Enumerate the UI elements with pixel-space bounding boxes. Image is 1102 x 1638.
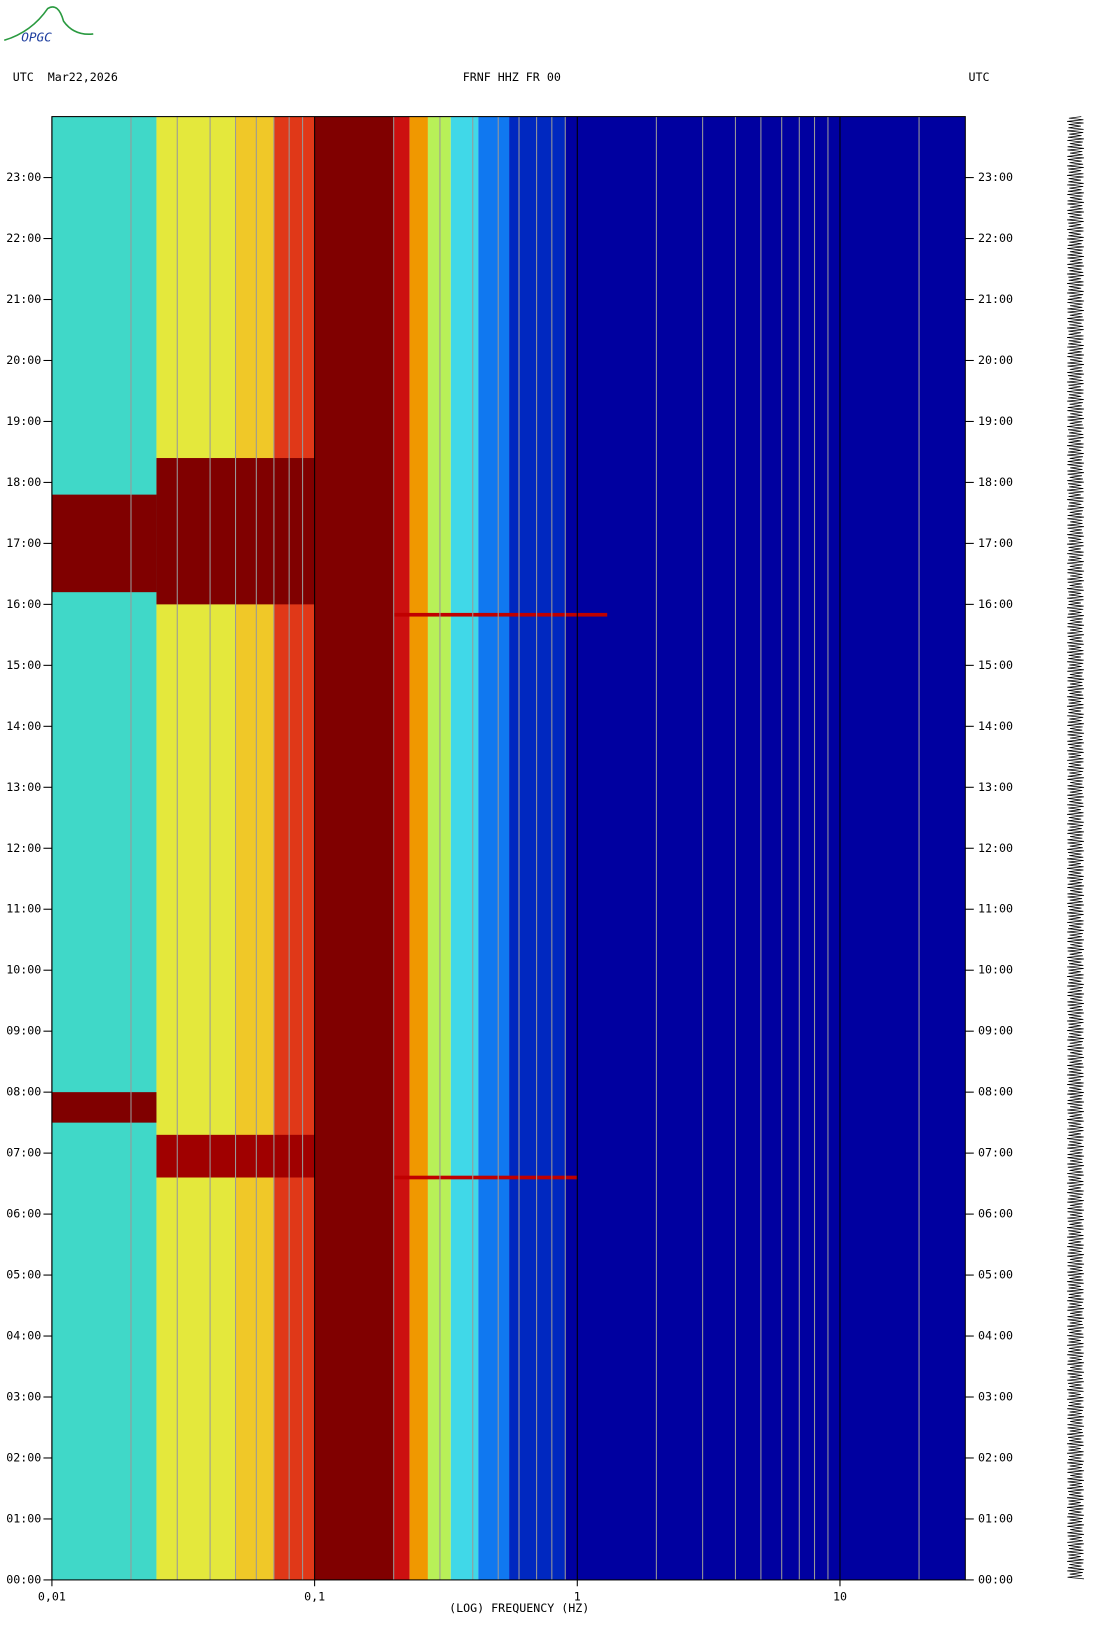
spectral-band xyxy=(235,116,274,1580)
y-tick-label-right: 07:00 xyxy=(978,1146,1013,1160)
y-tick-label-right: 22:00 xyxy=(978,231,1013,245)
seismogram-trace xyxy=(1066,116,1085,1580)
y-tick-label-right: 12:00 xyxy=(978,841,1013,855)
y-tick-label-right: 05:00 xyxy=(978,1268,1013,1282)
spectral-band xyxy=(427,116,451,1580)
right-header: UTC xyxy=(968,70,989,84)
spectral-event xyxy=(51,494,157,593)
spectral-band xyxy=(565,116,966,1580)
plot-frame xyxy=(51,116,966,1581)
y-tick-label-right: 09:00 xyxy=(978,1024,1013,1038)
y-tick-label: 04:00 xyxy=(6,1329,41,1343)
y-tick-label: 16:00 xyxy=(6,597,41,611)
y-tick-label: 18:00 xyxy=(6,475,41,489)
y-tick-label: 17:00 xyxy=(6,536,41,550)
y-tick-label-right: 10:00 xyxy=(978,963,1013,977)
y-tick-label: 05:00 xyxy=(6,1268,41,1282)
chart-title: FRNF HHZ FR 00 xyxy=(463,70,561,84)
y-tick-label-right: 16:00 xyxy=(978,597,1013,611)
y-tick-label: 10:00 xyxy=(6,963,41,977)
x-axis-label: (LOG) FREQUENCY (HZ) xyxy=(449,1601,589,1615)
y-tick-label-right: 02:00 xyxy=(978,1450,1013,1464)
logo: OPGC xyxy=(21,30,52,45)
spectral-band xyxy=(478,116,510,1580)
y-tick-label: 09:00 xyxy=(6,1024,41,1038)
y-tick-label: 22:00 xyxy=(6,231,41,245)
spectral-event xyxy=(51,1092,157,1123)
y-tick-label: 13:00 xyxy=(6,780,41,794)
spectral-band xyxy=(51,116,157,1580)
y-tick-label-right: 04:00 xyxy=(978,1329,1013,1343)
y-tick-label: 14:00 xyxy=(6,719,41,733)
y-tick-label: 12:00 xyxy=(6,841,41,855)
y-tick-label: 19:00 xyxy=(6,414,41,428)
y-tick-label-right: 21:00 xyxy=(978,292,1013,306)
spectral-band xyxy=(273,116,315,1580)
y-tick-label-right: 03:00 xyxy=(978,1390,1013,1404)
x-tick-label: 10 xyxy=(833,1589,847,1603)
y-tick-label: 02:00 xyxy=(6,1450,41,1464)
y-tick-label: 23:00 xyxy=(6,170,41,184)
y-tick-label-right: 13:00 xyxy=(978,780,1013,794)
y-tick-label-right: 17:00 xyxy=(978,536,1013,550)
y-tick-label: 03:00 xyxy=(6,1390,41,1404)
y-tick-label-right: 08:00 xyxy=(978,1085,1013,1099)
y-tick-label: 07:00 xyxy=(6,1146,41,1160)
y-tick-label-right: 18:00 xyxy=(978,475,1013,489)
spectral-band xyxy=(450,116,479,1580)
spectral-band xyxy=(314,116,394,1580)
x-tick-label: 0,1 xyxy=(304,1589,325,1603)
y-tick-label: 15:00 xyxy=(6,658,41,672)
y-tick-label-right: 11:00 xyxy=(978,902,1013,916)
y-tick-label: 06:00 xyxy=(6,1207,41,1221)
y-tick-label-right: 00:00 xyxy=(978,1572,1013,1586)
y-tick-label-right: 20:00 xyxy=(978,353,1013,367)
y-tick-label: 21:00 xyxy=(6,292,41,306)
x-tick-label: 0,01 xyxy=(38,1589,66,1603)
y-tick-label: 08:00 xyxy=(6,1085,41,1099)
y-tick-label: 20:00 xyxy=(6,353,41,367)
y-tick-label-right: 01:00 xyxy=(978,1511,1013,1525)
y-tick-label-right: 23:00 xyxy=(978,170,1013,184)
spectral-band xyxy=(409,116,428,1580)
left-header: UTC Mar22,2026 xyxy=(13,70,118,84)
y-tick-label: 11:00 xyxy=(6,902,41,916)
spectral-event xyxy=(393,612,608,617)
spectral-event xyxy=(393,1175,578,1180)
y-tick-label-right: 06:00 xyxy=(978,1207,1013,1221)
y-tick-label-right: 15:00 xyxy=(978,658,1013,672)
spectral-band xyxy=(156,116,236,1580)
y-tick-label-right: 19:00 xyxy=(978,414,1013,428)
x-tick-label: 1 xyxy=(574,1589,581,1603)
spectral-band xyxy=(509,116,566,1580)
logo-arc xyxy=(4,6,94,42)
y-tick-label: 01:00 xyxy=(6,1511,41,1525)
y-tick-label: 00:00 xyxy=(6,1572,41,1586)
y-tick-label-right: 14:00 xyxy=(978,719,1013,733)
spectral-band xyxy=(393,116,410,1580)
